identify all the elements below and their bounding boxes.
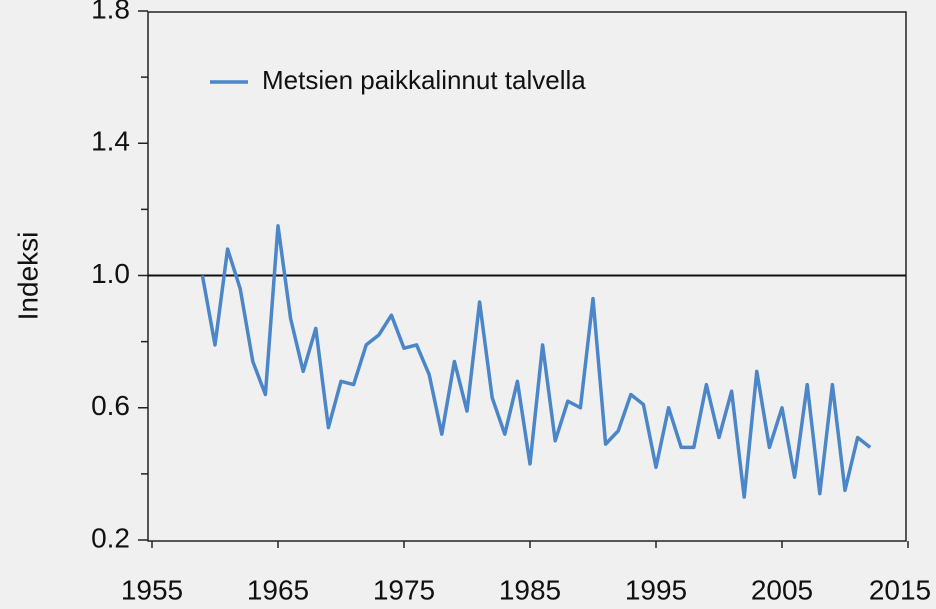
x-tick-label: 1955 [121, 574, 183, 605]
x-tick-label: 1995 [625, 574, 687, 605]
x-tick-label: 2005 [751, 574, 813, 605]
data-line [200, 224, 872, 499]
y-tick-label: 0.2 [91, 522, 130, 553]
x-tick-label: 2015 [869, 574, 931, 605]
x-tick-label: 1985 [499, 574, 561, 605]
x-tick-label: 1975 [373, 574, 435, 605]
y-tick-label: 0.6 [91, 390, 130, 421]
legend-label: Metsien paikkalinnut talvella [262, 65, 586, 95]
y-axis-label: Indeksi [12, 232, 43, 321]
x-tick-label: 1965 [247, 574, 309, 605]
y-tick-label: 1.0 [91, 258, 130, 289]
y-tick-label: 1.4 [91, 126, 130, 157]
y-tick-label: 1.8 [91, 0, 130, 24]
